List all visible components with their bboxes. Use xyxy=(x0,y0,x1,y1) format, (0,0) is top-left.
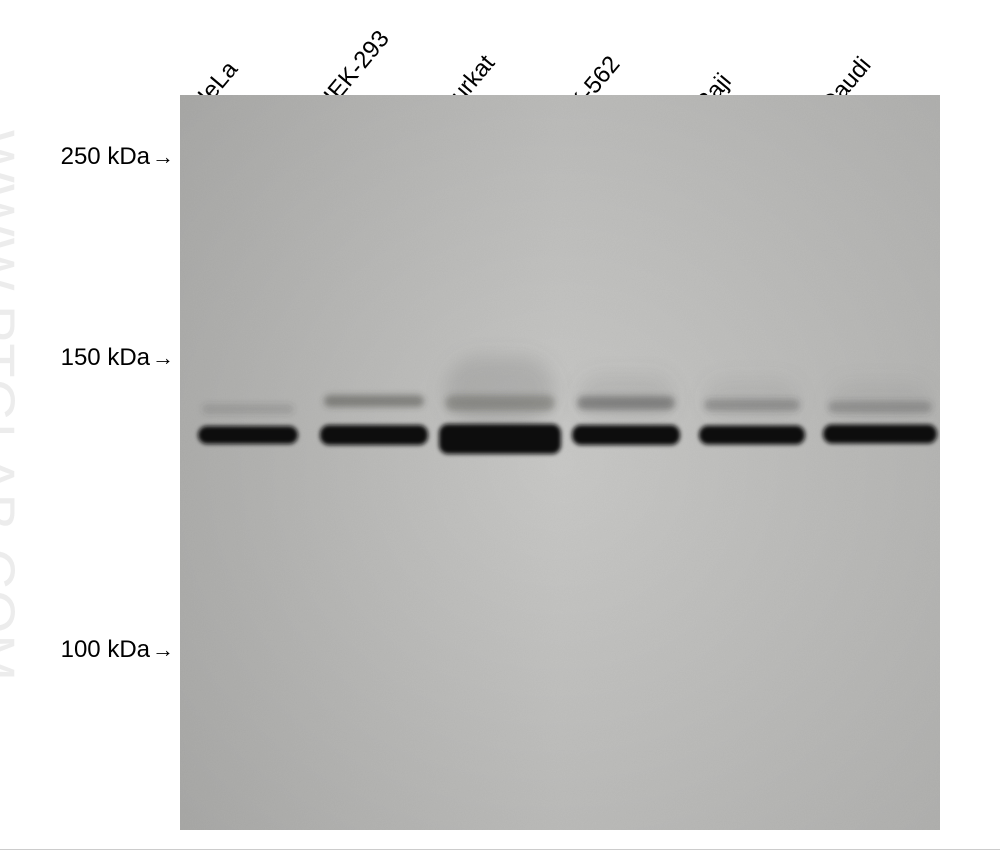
arrow-right-icon: → xyxy=(152,345,174,371)
mw-marker: 250 kDa→ xyxy=(61,143,174,171)
lane-labels: HeLaHEK-293JurkatK-562RajiDaudi xyxy=(180,0,940,95)
mw-marker: 150 kDa→ xyxy=(61,344,174,372)
arrow-right-icon: → xyxy=(152,144,174,170)
blot-image xyxy=(180,95,940,830)
western-blot-figure: HeLaHEK-293JurkatK-562RajiDaudi 250 kDa→… xyxy=(0,0,1000,850)
mw-marker: 100 kDa→ xyxy=(61,636,174,664)
mw-markers: 250 kDa→ 150 kDa→ 100 kDa→ xyxy=(0,95,180,830)
arrow-right-icon: → xyxy=(152,637,174,663)
